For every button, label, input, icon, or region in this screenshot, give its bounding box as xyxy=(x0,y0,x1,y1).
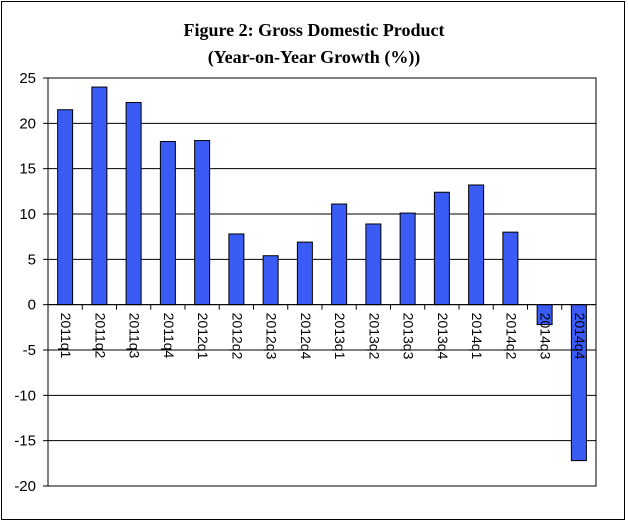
bar-2012q3 xyxy=(262,255,279,306)
category-label: 2013q4 xyxy=(435,313,451,360)
chart-subtitle: (Year-on-Year Growth (%)) xyxy=(207,47,421,67)
category-label: 2012q4 xyxy=(298,313,314,360)
category-label: 2011q2 xyxy=(92,313,108,359)
bar-2013q4 xyxy=(433,191,450,306)
y-tick-label: 10 xyxy=(19,206,36,223)
category-label: 2013q3 xyxy=(401,313,417,360)
category-label: 2014q2 xyxy=(503,313,519,360)
category-label: 2012q3 xyxy=(264,313,280,360)
bar-2013q1 xyxy=(331,203,348,306)
category-label: 2014q1 xyxy=(469,313,485,360)
y-tick-label: 15 xyxy=(19,161,36,178)
y-tick-label: -5 xyxy=(23,342,36,359)
bar-2013q3 xyxy=(399,212,416,306)
category-label: 2012q1 xyxy=(195,313,211,360)
y-tick-label: 5 xyxy=(28,251,36,268)
category-label: 2012q2 xyxy=(229,313,245,360)
bar-2011q1 xyxy=(57,109,74,306)
y-tick-label: -10 xyxy=(14,387,36,404)
bar-2012q4 xyxy=(296,241,313,306)
category-label: 2011q3 xyxy=(127,313,143,359)
y-tick-label: -15 xyxy=(14,433,36,450)
category-label: 2014q3 xyxy=(538,313,554,360)
category-label: 2013q2 xyxy=(366,313,382,360)
category-label: 2014q4 xyxy=(572,313,588,360)
y-tick-label: 0 xyxy=(28,297,36,314)
bar-2014q1 xyxy=(468,184,485,306)
category-label: 2013q1 xyxy=(332,313,348,360)
bar-2011q3 xyxy=(125,101,142,306)
bar-2014q2 xyxy=(502,231,519,306)
bar-2011q2 xyxy=(91,86,108,306)
y-tick-label: -20 xyxy=(14,478,36,495)
category-label: 2011q1 xyxy=(58,313,74,359)
bar-2012q2 xyxy=(228,233,245,306)
y-tick-label: 25 xyxy=(19,70,36,87)
category-label: 2011q4 xyxy=(161,313,177,359)
bar-2013q2 xyxy=(365,223,382,306)
bar-2011q4 xyxy=(159,140,176,306)
y-tick-label: 20 xyxy=(19,115,36,132)
bar-2012q1 xyxy=(194,140,211,306)
chart-title: Figure 2: Gross Domestic Product xyxy=(183,20,445,40)
